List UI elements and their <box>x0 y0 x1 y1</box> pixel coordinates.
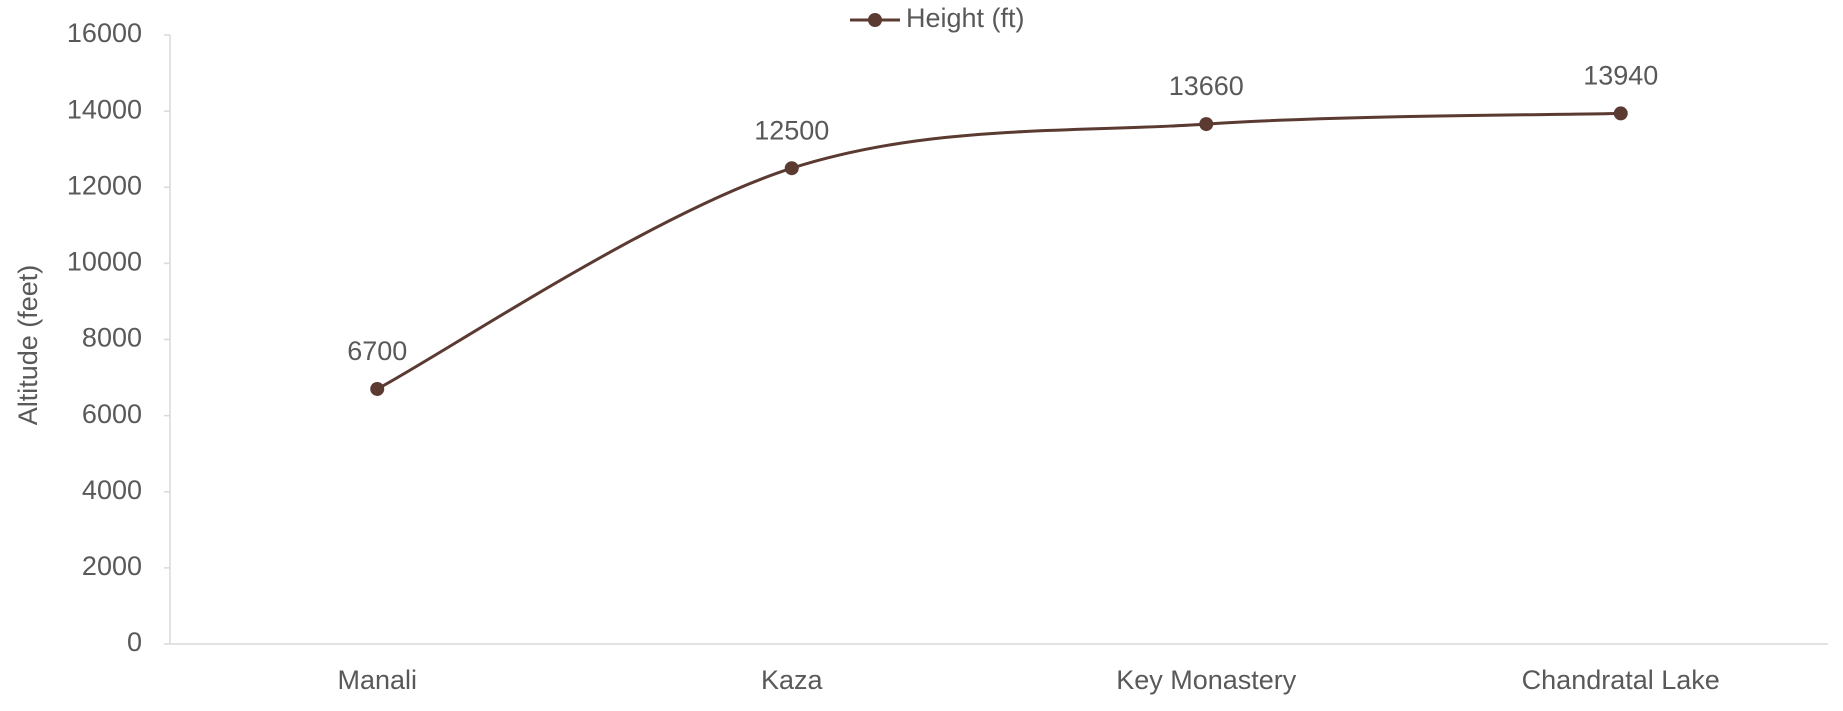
y-tick-label: 12000 <box>67 170 142 200</box>
x-tick-label: Kaza <box>761 665 824 695</box>
y-tick-label: 8000 <box>82 323 142 353</box>
line <box>376 111 1621 391</box>
y-tick-label: 16000 <box>67 18 142 48</box>
y-axis-title: Altitude (feet) <box>13 265 43 426</box>
data-label: 6700 <box>347 336 407 366</box>
marker <box>1199 117 1214 132</box>
marker <box>784 161 799 176</box>
data-label: 12500 <box>754 115 829 145</box>
y-tick-label: 2000 <box>82 551 142 581</box>
y-tick-label: 10000 <box>67 247 142 277</box>
marker <box>370 381 385 396</box>
y-tick-label: 14000 <box>67 94 142 124</box>
data-label: 13660 <box>1169 71 1244 101</box>
y-tick-label: 0 <box>127 627 142 657</box>
data-label: 13940 <box>1583 61 1658 91</box>
legend-marker <box>868 13 882 27</box>
y-tick-label: 4000 <box>82 475 142 505</box>
y-tick-label: 6000 <box>82 399 142 429</box>
marker <box>1613 106 1628 121</box>
legend-label: Height (ft) <box>906 3 1025 33</box>
x-tick-label: Chandratal Lake <box>1522 665 1720 695</box>
legend-item: Height (ft) <box>850 3 1025 33</box>
x-tick-label: Key Monastery <box>1116 665 1297 695</box>
x-tick-label: Manali <box>337 665 417 695</box>
